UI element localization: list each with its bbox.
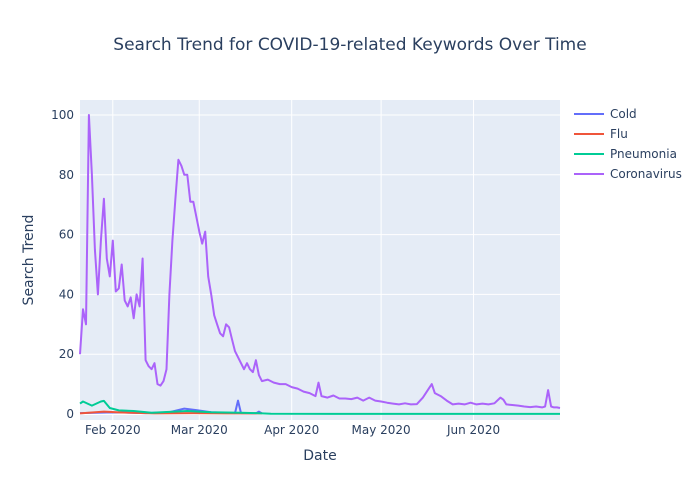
series-lines: [79, 114, 561, 415]
y-tick-label: 100: [51, 108, 74, 122]
legend[interactable]: Cold Flu Pneumonia Coronavirus: [574, 107, 682, 181]
legend-label: Coronavirus: [610, 167, 682, 181]
legend-item-flu[interactable]: Flu: [574, 127, 628, 141]
y-axis-title: Search Trend: [21, 215, 37, 306]
legend-label: Pneumonia: [610, 147, 677, 161]
legend-item-cold[interactable]: Cold: [574, 107, 637, 121]
y-tick-label: 60: [59, 228, 74, 242]
legend-item-coronavirus[interactable]: Coronavirus: [574, 167, 682, 181]
y-tick-label: 80: [59, 168, 74, 182]
legend-item-pneumonia[interactable]: Pneumonia: [574, 147, 677, 161]
x-tick-label: Apr 2020: [264, 423, 319, 437]
series-line-pneumonia: [79, 399, 560, 415]
y-tick-label: 20: [59, 347, 74, 361]
y-tick-label: 40: [59, 287, 74, 301]
grid: [80, 100, 560, 420]
legend-label: Cold: [610, 107, 637, 121]
x-tick-label: Jun 2020: [446, 423, 500, 437]
x-tick-label: May 2020: [352, 423, 411, 437]
y-tick-label: 0: [66, 407, 74, 421]
x-axis-title: Date: [303, 448, 336, 464]
x-tick-label: Mar 2020: [171, 423, 228, 437]
y-axis-ticks: 0 20 40 60 80 100: [51, 108, 74, 421]
legend-label: Flu: [610, 127, 628, 141]
series-line-coronavirus: [79, 114, 561, 409]
plot-area: [80, 100, 560, 420]
x-axis-ticks: Feb 2020 Mar 2020 Apr 2020 May 2020 Jun 2020: [85, 423, 500, 437]
chart-title: Search Trend for COVID-19-related Keywor…: [113, 35, 586, 55]
x-tick-label: Feb 2020: [85, 423, 141, 437]
